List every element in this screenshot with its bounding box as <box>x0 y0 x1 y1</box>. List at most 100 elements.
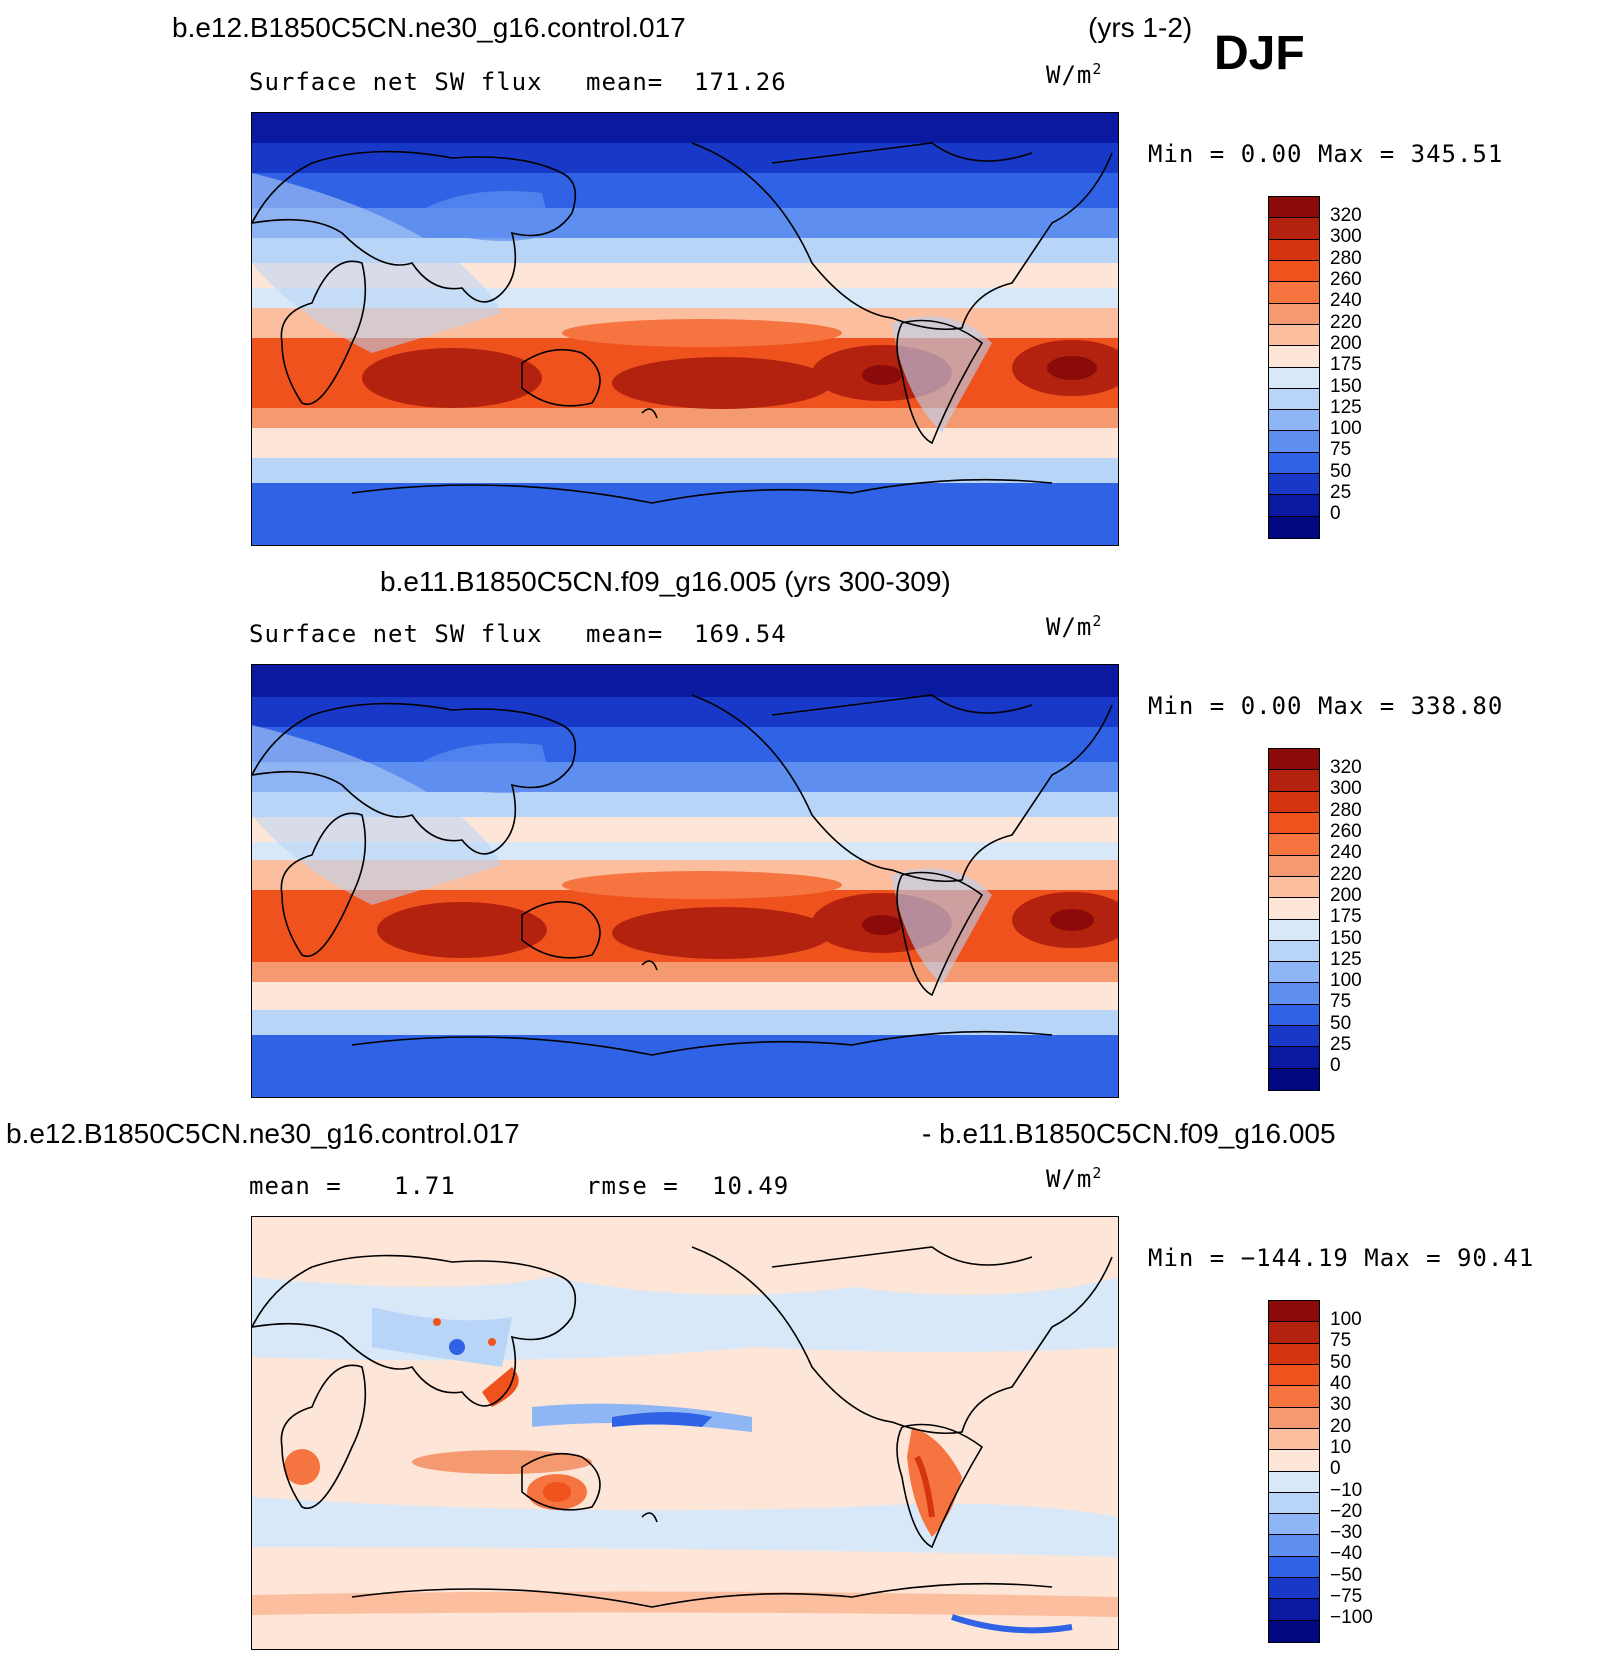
colorbar-swatch <box>1269 1514 1319 1536</box>
colorbar-tick-label: −75 <box>1330 1586 1363 1608</box>
colorbar-tick-label: −10 <box>1330 1479 1363 1501</box>
colorbar-swatch <box>1269 239 1319 261</box>
colorbar-tick-label: 320 <box>1330 205 1362 226</box>
colorbar-tick-label: 200 <box>1330 884 1362 906</box>
colorbar-swatch <box>1269 1322 1319 1344</box>
colorbar-tick-label: 300 <box>1330 778 1362 800</box>
panel1-colorbar <box>1268 196 1320 539</box>
colorbar-tick-label: 280 <box>1330 247 1362 269</box>
diff-map-svg <box>252 1217 1118 1649</box>
colorbar-tick-label: −50 <box>1330 1564 1363 1586</box>
colorbar-swatch <box>1269 303 1319 325</box>
panel1-map <box>251 112 1119 546</box>
diff-title-right: - b.e11.B1850C5CN.f09_g16.005 <box>922 1118 1336 1149</box>
diff-mean-label: mean = <box>249 1172 342 1200</box>
colorbar-tick-label: 200 <box>1330 332 1362 354</box>
colorbar-swatch <box>1269 919 1319 941</box>
colorbar-tick-label: −30 <box>1330 1522 1363 1544</box>
diff-mean-value: 1.71 <box>394 1172 456 1200</box>
colorbar-swatch <box>1269 1578 1319 1600</box>
diff-colorbar <box>1268 1300 1320 1643</box>
colorbar-swatch <box>1269 495 1319 517</box>
panel2-map <box>251 664 1119 1098</box>
diff-rmse-label: rmse = <box>586 1172 679 1200</box>
colorbar-tick-label: 150 <box>1330 375 1362 397</box>
colorbar-swatch <box>1269 791 1319 813</box>
colorbar-swatch <box>1269 812 1319 835</box>
colorbar-swatch <box>1269 1343 1319 1365</box>
colorbar-swatch <box>1269 1026 1319 1048</box>
panel1-minmax: Min = 0.00 Max = 345.51 <box>1148 140 1504 168</box>
diff-title-left: b.e12.B1850C5CN.ne30_g16.control.017 <box>6 1118 520 1149</box>
colorbar-tick-label: 75 <box>1330 439 1352 461</box>
colorbar-swatch <box>1269 388 1319 411</box>
colorbar-swatch <box>1269 855 1319 877</box>
colorbar-tick-label: 25 <box>1330 1034 1352 1056</box>
panel2-mean-value: 169.54 <box>694 620 787 648</box>
colorbar-swatch <box>1269 962 1319 984</box>
colorbar-tick-label: 240 <box>1330 842 1362 864</box>
colorbar-swatch <box>1269 282 1319 304</box>
colorbar-tick-label: 220 <box>1330 311 1362 333</box>
colorbar-tick-label: 30 <box>1330 1394 1352 1416</box>
colorbar-tick-label: 300 <box>1330 226 1362 248</box>
colorbar-tick-label: 240 <box>1330 290 1362 312</box>
colorbar-swatch <box>1269 1450 1319 1472</box>
case1-years: (yrs 1-2) <box>1088 12 1193 43</box>
colorbar-swatch <box>1269 197 1319 219</box>
panel2-minmax: Min = 0.00 Max = 338.80 <box>1148 692 1504 720</box>
colorbar-swatch <box>1269 898 1319 920</box>
colorbar-swatch <box>1269 1407 1319 1429</box>
diff-minmax: Min = −144.19 Max = 90.41 <box>1148 1244 1535 1272</box>
panel2-colorbar <box>1268 748 1320 1091</box>
colorbar-tick-label: 100 <box>1330 1309 1362 1330</box>
colorbar-swatch <box>1269 1428 1319 1451</box>
panel2-units: W/m2 <box>1046 612 1103 641</box>
colorbar-swatch <box>1269 1556 1319 1579</box>
diff-units: W/m2 <box>1046 1164 1103 1193</box>
colorbar-swatch <box>1269 452 1319 475</box>
colorbar-swatch <box>1269 474 1319 496</box>
colorbar-tick-label: 260 <box>1330 268 1362 290</box>
colorbar-swatch <box>1269 834 1319 856</box>
colorbar-swatch <box>1269 1068 1319 1090</box>
colorbar-tick-label: −40 <box>1330 1543 1363 1565</box>
colorbar-swatch <box>1269 1301 1319 1323</box>
colorbar-tick-label: 260 <box>1330 820 1362 842</box>
colorbar-swatch <box>1269 367 1319 389</box>
colorbar-swatch <box>1269 218 1319 240</box>
colorbar-swatch <box>1269 1599 1319 1621</box>
colorbar-tick-label: 20 <box>1330 1415 1352 1437</box>
colorbar-swatch <box>1269 346 1319 368</box>
colorbar-swatch <box>1269 324 1319 347</box>
colorbar-tick-label: 125 <box>1330 396 1362 418</box>
panel1-mean-value: 171.26 <box>694 68 787 96</box>
colorbar-tick-label: 50 <box>1330 1012 1352 1034</box>
colorbar-tick-label: 50 <box>1330 1351 1352 1373</box>
colorbar-swatch <box>1269 1004 1319 1027</box>
panel2-title: b.e11.B1850C5CN.f09_g16.005 (yrs 300-309… <box>380 566 951 597</box>
colorbar-swatch <box>1269 940 1319 963</box>
colorbar-tick-label: 100 <box>1330 970 1362 992</box>
colorbar-tick-label: 25 <box>1330 482 1352 504</box>
colorbar-tick-label: 175 <box>1330 906 1362 928</box>
panel1-variable: Surface net SW flux <box>249 68 543 96</box>
colorbar-tick-label: 40 <box>1330 1372 1352 1394</box>
colorbar-swatch <box>1269 1492 1319 1515</box>
colorbar-tick-label: 100 <box>1330 418 1362 440</box>
colorbar-swatch <box>1269 1620 1319 1642</box>
diff-map <box>251 1216 1119 1650</box>
season-label: DJF <box>1214 27 1305 80</box>
colorbar-tick-label: 150 <box>1330 927 1362 949</box>
colorbar-swatch <box>1269 983 1319 1005</box>
colorbar-tick-label: 0 <box>1330 1055 1341 1077</box>
colorbar-swatch <box>1269 749 1319 771</box>
colorbar-swatch <box>1269 431 1319 453</box>
colorbar-swatch <box>1269 260 1319 283</box>
colorbar-tick-label: −20 <box>1330 1500 1363 1522</box>
colorbar-swatch <box>1269 1471 1319 1493</box>
colorbar-tick-label: 175 <box>1330 354 1362 376</box>
colorbar-tick-label: 10 <box>1330 1436 1352 1458</box>
panel1-units: W/m2 <box>1046 60 1103 89</box>
case1-title: b.e12.B1850C5CN.ne30_g16.control.017 <box>172 12 686 43</box>
